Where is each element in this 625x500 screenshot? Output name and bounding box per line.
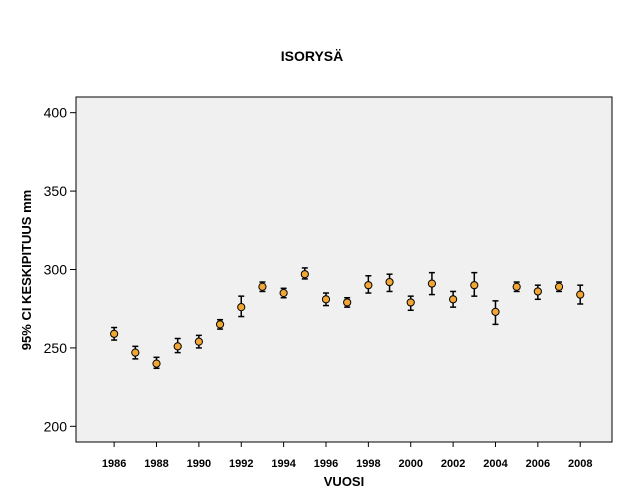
mean-point — [470, 281, 479, 290]
mean-point — [364, 281, 373, 290]
chart-title: ISORYSÄ — [281, 48, 344, 64]
mean-point — [215, 320, 225, 329]
mean-point — [449, 295, 458, 304]
mean-point — [300, 270, 309, 279]
mean-point — [385, 277, 394, 287]
y-tick-label: 300 — [44, 262, 68, 278]
y-tick-label: 200 — [44, 418, 68, 434]
mean-point — [321, 295, 331, 304]
x-tick-label: 2008 — [568, 458, 592, 470]
mean-point — [491, 307, 500, 316]
mean-point — [427, 279, 437, 288]
x-tick-label: 1992 — [229, 458, 253, 470]
y-axis: 200 250 300 350 400 — [44, 105, 76, 434]
mean-point — [343, 298, 352, 307]
x-tick-label: 1998 — [356, 458, 380, 470]
x-tick-label: 1986 — [102, 458, 126, 470]
mean-point — [237, 303, 246, 312]
mean-point — [110, 329, 119, 338]
mean-point — [194, 337, 203, 346]
x-tick-label: 1990 — [187, 458, 211, 470]
mean-point — [258, 282, 267, 291]
x-axis: 1986 1988 1990 1992 1994 1996 1998 2000 2002 2004… — [102, 442, 592, 470]
x-tick-label: 1996 — [314, 458, 338, 470]
x-tick-label: 2004 — [483, 458, 508, 470]
mean-point — [533, 287, 542, 296]
y-tick-label: 400 — [44, 105, 68, 121]
x-tick-label: 2000 — [398, 458, 422, 470]
mean-point — [554, 282, 564, 291]
y-tick-label: 250 — [44, 340, 68, 356]
mean-point — [131, 348, 140, 357]
mean-point — [173, 342, 182, 351]
mean-point — [512, 282, 521, 291]
x-axis-title: VUOSI — [324, 474, 364, 489]
y-axis-title: 95% CI KESKIPITUUS mm — [19, 190, 34, 350]
mean-point — [576, 290, 585, 299]
x-tick-label: 1994 — [271, 458, 296, 470]
mean-point — [152, 359, 161, 368]
mean-point — [279, 288, 288, 298]
x-tick-label: 1988 — [144, 458, 168, 470]
plot-area — [75, 96, 613, 443]
x-tick-label: 2002 — [441, 458, 465, 470]
x-tick-label: 2006 — [526, 458, 550, 470]
mean-point — [406, 298, 415, 307]
y-tick-label: 350 — [44, 183, 68, 199]
data-marks — [110, 267, 585, 370]
